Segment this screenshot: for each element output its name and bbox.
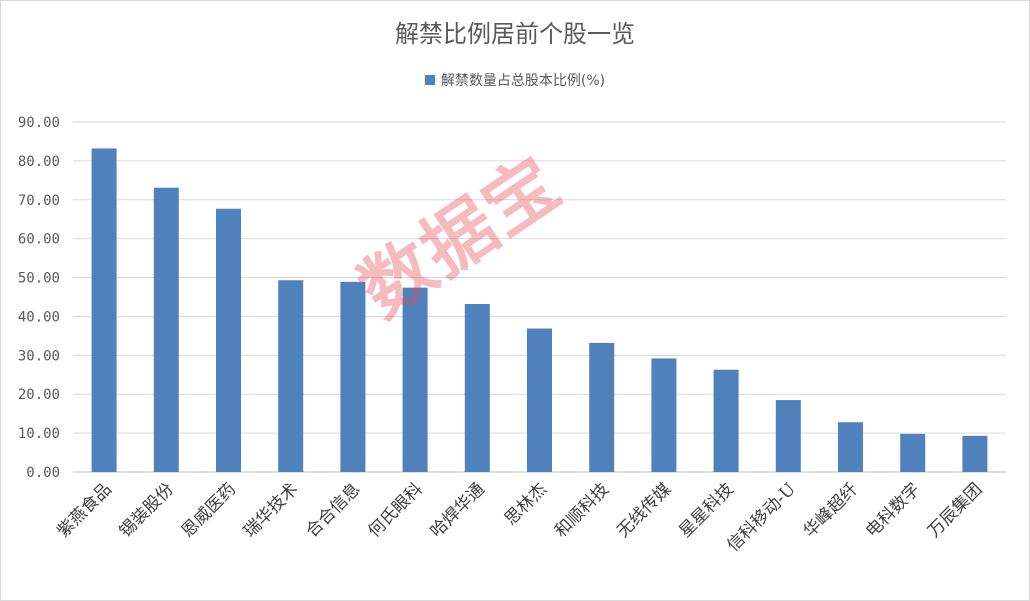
bar [713,369,739,472]
y-tick-label: 70.00 [18,193,60,209]
bar [775,400,801,472]
bar [402,287,428,472]
x-tick-label: 合合信息 [302,479,364,541]
x-tick-label: 哈焊华通 [427,479,489,541]
x-tick-label: 华峰超纤 [800,479,862,541]
bars [91,148,988,472]
legend-swatch [424,75,435,85]
x-tick-label: 和顺科技 [551,479,613,541]
y-tick-label: 60.00 [18,232,60,248]
bar [153,187,179,472]
y-tick-label: 50.00 [18,271,60,287]
x-tick-label: 瑞华技术 [240,479,302,541]
y-tick-label: 0.00 [26,465,60,481]
y-tick-label: 90.00 [18,115,60,131]
y-tick-label: 30.00 [18,348,60,364]
y-tick-label: 20.00 [18,387,60,403]
x-tick-label: 星星科技 [675,479,737,541]
x-tick-label: 恩威医药 [178,479,240,541]
x-tick-label: 紫燕食品 [53,479,115,541]
chart-title: 解禁比例居前个股一览 [395,20,635,48]
bar [278,280,304,472]
y-tick-label: 80.00 [18,154,60,170]
bar [589,342,615,472]
bar [527,328,552,472]
y-tick-label: 10.00 [18,426,60,442]
bar [962,435,988,472]
x-tick-label: 思林杰 [501,479,551,529]
y-axis-ticks: 0.00 10.00 20.00 30.00 40.00 50.00 60.00 70.00 8… [18,115,60,481]
x-tick-label: 锡装股份 [116,479,178,541]
bar [464,304,490,472]
bar [340,281,366,472]
x-tick-label: 电科数字 [862,479,924,541]
bar [651,358,677,472]
bar [838,422,863,472]
x-tick-label: 无线传媒 [613,479,675,541]
legend-label: 解禁数量占总股本比例(%) [440,73,606,89]
bar [216,208,241,472]
y-tick-label: 40.00 [18,309,60,325]
legend: 解禁数量占总股本比例(%) [0,70,1030,90]
x-tick-label: 何氏眼科 [364,479,426,541]
bar [91,148,117,472]
bar [900,433,926,472]
x-tick-label: 万辰集团 [924,479,986,541]
x-axis-labels: 紫燕食品 锡装股份 恩威医药 瑞华技术 合合信息 何氏眼科 哈焊华通 思林杰 和顺科技 无线传媒星… [53,479,986,555]
